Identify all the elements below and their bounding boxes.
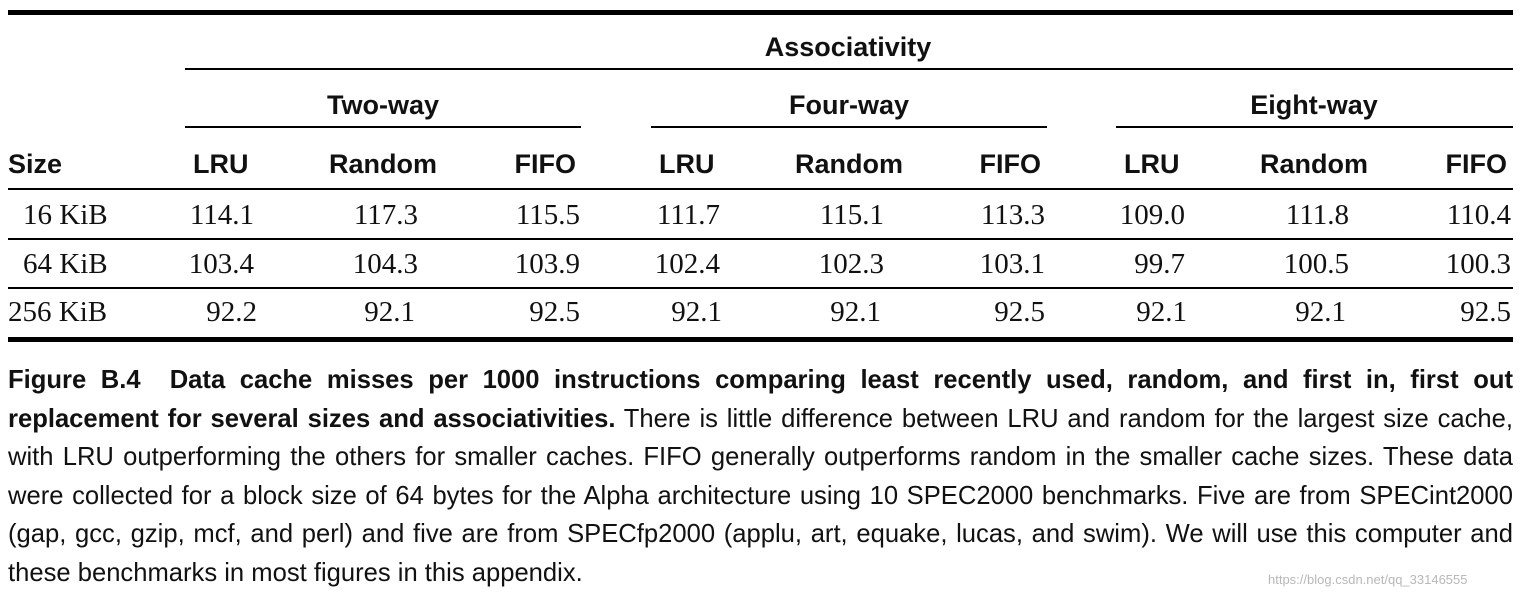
figure-caption: Figure B.4 Data cache misses per 1000 in… (8, 361, 1513, 592)
table-cell: 103.4 (188, 248, 254, 280)
table-cell: 92.5 (529, 296, 580, 328)
eight-way-rule (1116, 126, 1513, 128)
row-rule-1 (8, 238, 1513, 240)
table-cell: 92.1 (671, 296, 722, 328)
group-header-eight-way: Eight-way (1250, 90, 1378, 120)
table-cell: 92.1 (364, 296, 415, 328)
table-cell: 111.8 (1285, 199, 1349, 231)
table-cell: 92.2 (206, 296, 257, 328)
table-cell: 99.7 (1134, 248, 1185, 280)
column-header: FIFO (979, 149, 1042, 179)
table-cell: 92.1 (1136, 296, 1187, 328)
table-cell: 103.9 (514, 248, 580, 280)
size-column-header: Size (8, 149, 63, 179)
header-rule (8, 188, 1513, 190)
table-cell: 115.5 (515, 199, 580, 231)
table-cell: 109.0 (1119, 199, 1185, 231)
table-cell: 92.1 (830, 296, 881, 328)
figure-title: Data cache misses per 1000 instructions … (8, 366, 1513, 433)
row-rule-2 (8, 287, 1513, 289)
figure-caption-body: There is little difference between LRU a… (8, 404, 1513, 587)
table-cell: 113.3 (980, 199, 1045, 231)
row-size-cell: 64 KiB (23, 248, 108, 280)
table-cell: 102.3 (818, 248, 884, 280)
row-size-cell: 16 KiB (23, 199, 108, 231)
group-header-four-way: Four-way (788, 90, 910, 120)
table-cell: 103.1 (979, 248, 1045, 280)
table-cell: 111.7 (656, 199, 720, 231)
figure-label: Figure B.4 (8, 366, 141, 394)
table-cell: 92.1 (1295, 296, 1346, 328)
associativity-rule (185, 68, 1513, 70)
associativity-header: Associativity (764, 32, 932, 62)
column-header: Random (795, 149, 903, 179)
table-cell: 102.4 (654, 248, 720, 280)
column-header: FIFO (1445, 149, 1508, 179)
table-cell: 100.3 (1445, 248, 1511, 280)
table-cell: 115.1 (819, 199, 884, 231)
bottom-rule (8, 337, 1513, 342)
table-cell: 92.5 (994, 296, 1045, 328)
column-header: Random (329, 149, 437, 179)
two-way-rule (185, 126, 581, 128)
table-cell: 114.1 (189, 199, 254, 231)
table-cell: 110.4 (1446, 199, 1511, 231)
column-header: LRU (193, 149, 249, 179)
row-size-cell: 256 KiB (8, 296, 108, 328)
watermark: https://blog.csdn.net/qq_33146555 (1268, 572, 1468, 587)
table-cell: 104.3 (352, 248, 418, 280)
four-way-rule (651, 126, 1047, 128)
column-header: LRU (659, 149, 715, 179)
column-header: LRU (1124, 149, 1180, 179)
top-rule (8, 10, 1513, 15)
group-header-two-way: Two-way (326, 90, 440, 120)
table-cell: 92.5 (1460, 296, 1511, 328)
column-header: Random (1260, 149, 1368, 179)
column-header: FIFO (514, 149, 577, 179)
table-cell: 117.3 (353, 199, 418, 231)
table-cell: 100.5 (1283, 248, 1349, 280)
